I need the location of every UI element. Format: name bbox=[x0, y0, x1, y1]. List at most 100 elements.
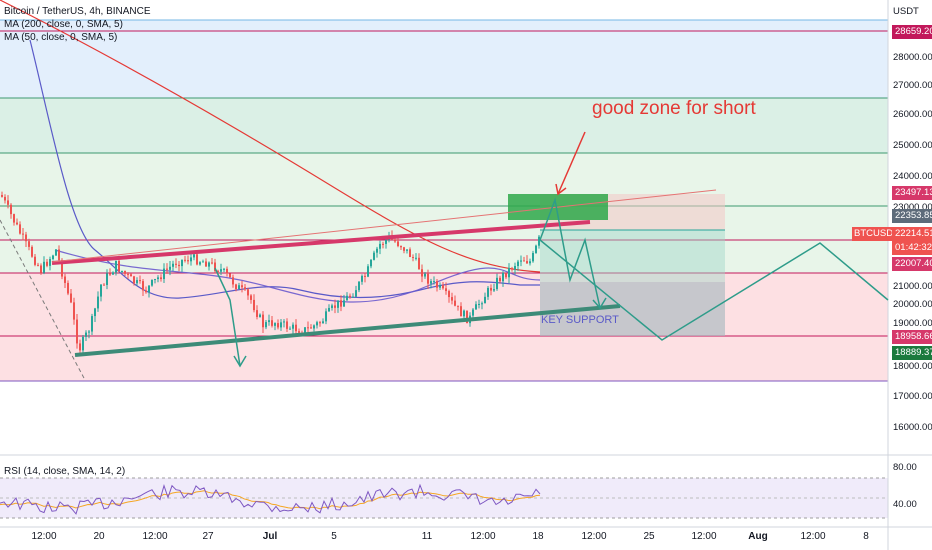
price-axis-label: 27000.00 bbox=[893, 80, 932, 91]
candle-body bbox=[517, 261, 519, 267]
candle-body bbox=[19, 224, 21, 234]
candle-body bbox=[142, 281, 144, 291]
candle-body bbox=[241, 285, 243, 288]
candle-body bbox=[367, 266, 369, 277]
candle-body bbox=[397, 241, 399, 247]
candle-body bbox=[157, 277, 159, 280]
candle-body bbox=[64, 276, 66, 283]
candle-body bbox=[193, 254, 195, 258]
price-tag-22353: 22353.85 bbox=[892, 209, 932, 223]
candle-body bbox=[328, 307, 330, 312]
candle-body bbox=[73, 302, 75, 320]
candle-body bbox=[181, 259, 183, 267]
time-tick: 12:00 bbox=[581, 531, 607, 542]
candle-body bbox=[436, 281, 438, 288]
candle-body bbox=[499, 277, 501, 282]
candle-body bbox=[463, 310, 465, 317]
candle-body bbox=[427, 273, 429, 284]
time-tick: 12:00 bbox=[31, 531, 57, 542]
candle-body bbox=[415, 257, 417, 259]
candle-body bbox=[238, 285, 240, 290]
candle-body bbox=[76, 319, 78, 344]
symbol-legend[interactable]: Bitcoin / TetherUS, 4h, BINANCE bbox=[4, 6, 151, 17]
candle-body bbox=[235, 284, 237, 290]
candle-body bbox=[25, 234, 27, 242]
rsi-legend[interactable]: RSI (14, close, SMA, 14, 2) bbox=[4, 466, 126, 477]
time-tick: 11 bbox=[421, 531, 433, 542]
candle-body bbox=[61, 260, 63, 277]
candle-body bbox=[286, 321, 288, 329]
price-axis-label: 16000.00 bbox=[893, 422, 932, 433]
candle-body bbox=[439, 285, 441, 288]
candle-body bbox=[139, 280, 141, 282]
rsi-axis-label: 80.00 bbox=[893, 462, 917, 473]
price-axis-label: 19000.00 bbox=[893, 318, 932, 329]
price-axis-label: 28000.00 bbox=[893, 52, 932, 63]
candle-body bbox=[316, 322, 318, 326]
candle-body bbox=[70, 293, 72, 303]
candle-body bbox=[403, 247, 405, 251]
last-price-tag: 22214.51 bbox=[892, 227, 932, 241]
candle-body bbox=[451, 297, 453, 301]
candle-body bbox=[343, 300, 345, 307]
candle-body bbox=[52, 255, 54, 260]
candle-body bbox=[433, 281, 435, 283]
short-zone-annotation[interactable]: good zone for short bbox=[592, 98, 756, 119]
candle-body bbox=[145, 290, 147, 293]
candle-body bbox=[319, 322, 321, 324]
candle-body bbox=[337, 300, 339, 308]
time-tick: 5 bbox=[331, 531, 337, 542]
price-axis-label: 24000.00 bbox=[893, 171, 932, 182]
candle-body bbox=[526, 261, 528, 264]
candle-body bbox=[385, 239, 387, 244]
candle-body bbox=[184, 259, 186, 261]
candle-body bbox=[346, 295, 348, 301]
currency-label: USDT bbox=[893, 6, 919, 17]
candle-body bbox=[514, 266, 516, 270]
candle-body bbox=[349, 295, 351, 297]
candle-body bbox=[457, 305, 459, 307]
candle-body bbox=[67, 282, 69, 294]
candle-body bbox=[313, 325, 315, 329]
candle-body bbox=[271, 320, 273, 326]
candle-body bbox=[418, 257, 420, 270]
ma50-legend[interactable]: MA (50, close, 0, SMA, 5) bbox=[4, 32, 118, 43]
candle-body bbox=[1, 195, 3, 197]
candle-body bbox=[58, 249, 60, 261]
price-axis-label: 23000.00 bbox=[893, 202, 932, 213]
candle-body bbox=[43, 261, 45, 273]
candle-body bbox=[472, 309, 474, 316]
candle-body bbox=[481, 303, 483, 305]
candle-body bbox=[412, 256, 414, 258]
candle-body bbox=[37, 264, 39, 266]
time-tick: 20 bbox=[93, 531, 105, 542]
candle-body bbox=[130, 274, 132, 277]
candle-body bbox=[49, 259, 51, 266]
candle-body bbox=[109, 273, 111, 275]
time-tick: 25 bbox=[643, 531, 655, 542]
price-tag-22007: 22007.40 bbox=[892, 257, 932, 271]
candle-body bbox=[505, 273, 507, 278]
candle-body bbox=[478, 303, 480, 305]
candle-body bbox=[226, 268, 228, 274]
candle-body bbox=[409, 249, 411, 257]
candle-body bbox=[223, 268, 225, 270]
candle-body bbox=[217, 270, 219, 272]
candle-body bbox=[523, 260, 525, 262]
time-tick: 8 bbox=[863, 531, 869, 542]
time-tick: 12:00 bbox=[691, 531, 717, 542]
candle-body bbox=[280, 322, 282, 328]
candle-body bbox=[460, 306, 462, 317]
candle-body bbox=[379, 243, 381, 249]
time-tick: 12:00 bbox=[470, 531, 496, 542]
candle-body bbox=[244, 287, 246, 290]
symbol-tag: BTCUSDT bbox=[852, 227, 899, 241]
candle-body bbox=[91, 316, 93, 332]
candle-body bbox=[487, 287, 489, 297]
candle-body bbox=[274, 323, 276, 326]
candle-body bbox=[94, 308, 96, 317]
key-support-annotation[interactable]: KEY SUPPORT bbox=[541, 314, 619, 326]
ma200-legend[interactable]: MA (200, close, 0, SMA, 5) bbox=[4, 19, 123, 30]
candle-body bbox=[112, 272, 114, 275]
